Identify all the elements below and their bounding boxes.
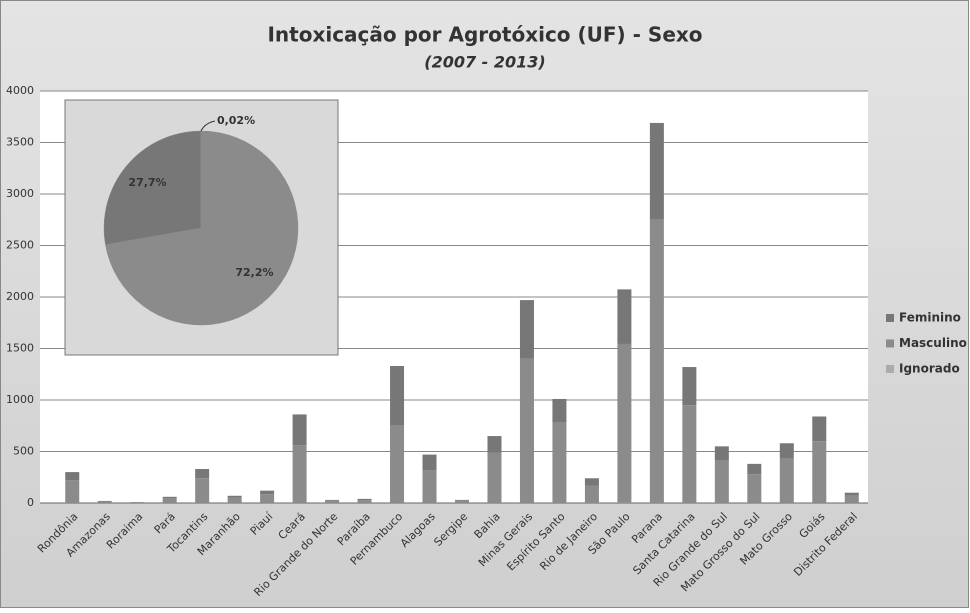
bar-segment bbox=[487, 436, 501, 452]
bar-segment bbox=[130, 502, 144, 503]
bar-segment bbox=[325, 500, 339, 501]
bar-segment bbox=[487, 453, 501, 503]
bar-segment bbox=[780, 459, 794, 503]
bar-segment bbox=[98, 501, 112, 503]
y-tick-label: 500 bbox=[13, 445, 34, 458]
bar-segment bbox=[455, 501, 469, 503]
bar-segment bbox=[325, 501, 339, 503]
legend-label: Masculino bbox=[899, 336, 967, 350]
bar-segment bbox=[520, 300, 534, 359]
legend-swatch bbox=[886, 314, 894, 322]
y-tick-label: 1500 bbox=[6, 342, 34, 355]
y-tick-label: 4000 bbox=[6, 84, 34, 97]
bar-segment bbox=[163, 498, 177, 503]
bar-segment bbox=[390, 366, 404, 426]
y-tick-label: 3500 bbox=[6, 136, 34, 149]
bar-segment bbox=[423, 455, 437, 470]
bar-segment bbox=[650, 220, 664, 503]
chart-title: Intoxicação por Agrotóxico (UF) - Sexo bbox=[267, 23, 702, 47]
bar-segment bbox=[423, 470, 437, 503]
chart-subtitle: (2007 - 2013) bbox=[424, 53, 545, 72]
bar-segment bbox=[747, 474, 761, 503]
bar-segment bbox=[228, 498, 242, 503]
bar-segment bbox=[682, 367, 696, 405]
bar-segment bbox=[845, 493, 859, 496]
bar-segment bbox=[293, 414, 307, 445]
bar-segment bbox=[195, 478, 209, 503]
bar-segment bbox=[812, 416, 826, 441]
y-tick-label: 0 bbox=[27, 496, 34, 509]
legend-swatch bbox=[886, 340, 894, 348]
y-tick-label: 2500 bbox=[6, 239, 34, 252]
bar-segment bbox=[358, 499, 372, 500]
bar-segment bbox=[617, 344, 631, 503]
bar-segment bbox=[617, 289, 631, 344]
bar-segment bbox=[585, 485, 599, 503]
bar-segment bbox=[715, 461, 729, 503]
bar-segment bbox=[228, 496, 242, 498]
legend-label: Feminino bbox=[899, 311, 961, 325]
bar-segment bbox=[552, 423, 566, 503]
pie-label: 0,02% bbox=[217, 114, 255, 127]
bar-segment bbox=[552, 399, 566, 423]
bar-segment bbox=[358, 500, 372, 503]
bar-segment bbox=[98, 501, 112, 502]
y-tick-label: 3000 bbox=[6, 187, 34, 200]
bar-segment bbox=[650, 123, 664, 220]
bar-segment bbox=[682, 405, 696, 503]
bar-segment bbox=[780, 443, 794, 458]
bar-segment bbox=[520, 359, 534, 503]
bar-segment bbox=[65, 472, 79, 480]
bar-segment bbox=[65, 480, 79, 503]
bar-segment bbox=[812, 441, 826, 503]
bar-segment bbox=[715, 446, 729, 460]
bar-segment bbox=[390, 426, 404, 503]
bar-segment bbox=[293, 445, 307, 503]
bar-segment bbox=[163, 497, 177, 499]
y-tick-label: 2000 bbox=[6, 290, 34, 303]
bar-segment bbox=[845, 496, 859, 503]
bar-segment bbox=[747, 464, 761, 474]
bar-segment bbox=[195, 469, 209, 478]
legend-label: Ignorado bbox=[899, 362, 960, 376]
bar-segment bbox=[260, 494, 274, 503]
bar-segment bbox=[455, 500, 469, 501]
pie-label: 27,7% bbox=[128, 176, 166, 189]
bar-segment bbox=[260, 491, 274, 495]
pie-label: 72,2% bbox=[235, 266, 273, 279]
legend-swatch bbox=[886, 365, 894, 373]
bar-segment bbox=[585, 478, 599, 485]
y-tick-label: 1000 bbox=[6, 393, 34, 406]
